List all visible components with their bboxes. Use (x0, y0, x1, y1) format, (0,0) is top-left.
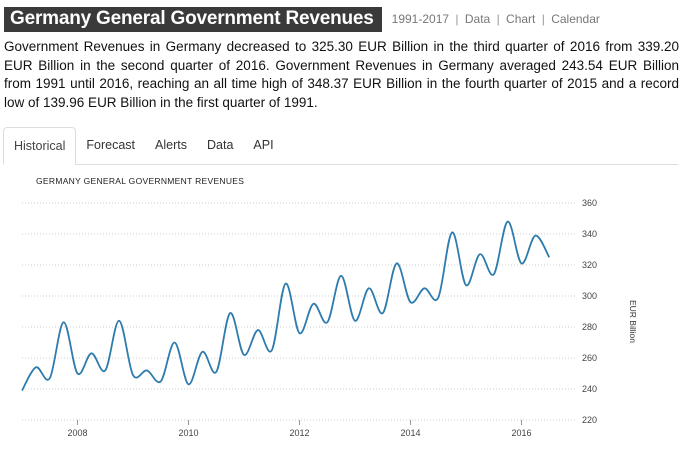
series-line (21, 220, 551, 392)
page-title: Germany General Government Revenues (4, 6, 382, 32)
header-meta: 1991-2017 | Data | Chart | Calendar (392, 12, 600, 26)
x-tick-label: 2012 (289, 428, 309, 438)
tab-alerts[interactable]: Alerts (155, 138, 187, 152)
y-tick-label: 240 (582, 384, 597, 394)
tab-bar: Historical Forecast Alerts Data API (3, 127, 678, 165)
x-tick-label: 2014 (400, 428, 420, 438)
y-tick-label: 260 (582, 353, 597, 363)
page-header: Germany General Government Revenues 1991… (4, 6, 600, 32)
y-tick-label: 340 (582, 229, 597, 239)
y-tick-label: 320 (582, 260, 597, 270)
y-tick-label: 280 (582, 322, 597, 332)
y-axis-label: EUR Billion (628, 300, 638, 343)
separator: | (541, 12, 545, 26)
tab-historical[interactable]: Historical (3, 127, 77, 165)
x-tick-label: 2016 (511, 428, 531, 438)
y-tick-label: 360 (582, 198, 597, 208)
grid (22, 202, 577, 421)
line-chart: GERMANY GENERAL GOVERNMENT REVENUES 2202… (21, 176, 638, 438)
chart-title: GERMANY GENERAL GOVERNMENT REVENUES (36, 176, 244, 186)
tab-api[interactable]: API (253, 138, 274, 152)
date-range: 1991-2017 (391, 12, 450, 26)
x-tick-label: 2010 (178, 428, 198, 438)
calendar-link[interactable]: Calendar (551, 12, 600, 26)
tab-forecast[interactable]: Forecast (86, 138, 136, 152)
data-link[interactable]: Data (464, 12, 491, 26)
y-tick-label: 300 (582, 291, 597, 301)
description: Government Revenues in Germany decreased… (4, 39, 679, 110)
chart-link[interactable]: Chart (506, 12, 536, 26)
separator: | (455, 12, 459, 26)
x-axis: 2008 2010 2012 2014 2016 (67, 420, 532, 438)
separator: | (496, 12, 500, 26)
x-tick-label: 2008 (67, 428, 87, 438)
y-axis: 220 240 260 280 300 320 340 360 (582, 198, 597, 425)
chart-container: GERMANY GENERAL GOVERNMENT REVENUES 220 2… (0, 165, 700, 448)
tab-data[interactable]: Data (207, 138, 234, 152)
y-tick-label: 220 (582, 415, 597, 425)
